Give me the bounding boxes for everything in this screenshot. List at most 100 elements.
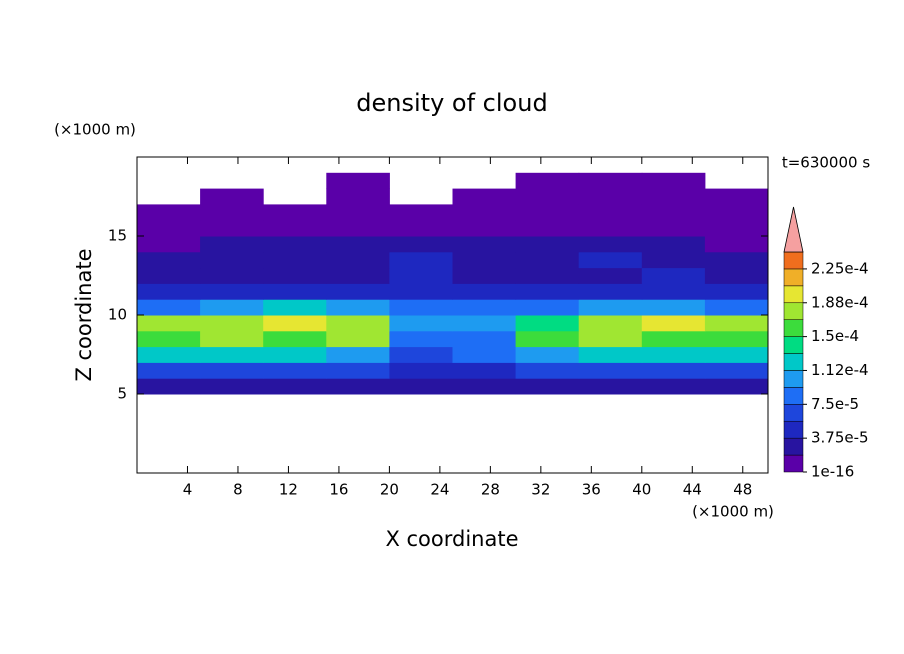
contour-cell: [326, 204, 390, 221]
x-tick-label: 44: [683, 481, 702, 499]
contour-cell: [704, 346, 769, 363]
contour-cell: [578, 362, 643, 379]
colorbar-box: [783, 454, 804, 473]
x-tick-label: 4: [183, 481, 193, 499]
x-tick-label: 20: [380, 481, 399, 499]
contour-cell: [452, 188, 517, 205]
contour-cell: [200, 220, 264, 237]
contour-cell: [515, 251, 580, 269]
colorbar-label: 1.12e-4: [811, 361, 869, 379]
contour-cell: [515, 362, 580, 379]
contour-cell: [137, 267, 201, 284]
contour-cell: [578, 267, 643, 284]
contour-cell: [263, 251, 327, 269]
contour-cell: [326, 283, 390, 300]
contour-cell: [641, 315, 706, 332]
y-axis-title: Z coordinate: [72, 248, 96, 381]
contour-field: [137, 172, 769, 395]
colorbar-extend: [783, 206, 804, 253]
colorbar-box: [783, 404, 804, 422]
y-tick-label: 5: [117, 385, 127, 403]
y-tick-label: 15: [108, 227, 127, 245]
contour-cell: [452, 236, 517, 253]
x-tick-label: 32: [531, 481, 550, 499]
contour-cell: [137, 236, 201, 253]
contour-cell: [704, 251, 769, 269]
contour-cell: [263, 378, 327, 395]
colorbar-label: 3.75e-5: [811, 429, 869, 447]
contour-cell: [137, 378, 201, 395]
contour-cell: [704, 315, 769, 332]
contour-cell: [452, 362, 517, 379]
contour-cell: [389, 220, 453, 237]
colorbar-label: 2.25e-4: [811, 259, 869, 277]
chart-title: density of cloud: [356, 89, 547, 117]
contour-cell: [263, 299, 327, 316]
contour-cell: [137, 283, 201, 300]
contour-cell: [200, 204, 264, 221]
contour-cell: [641, 204, 706, 221]
contour-cell: [326, 330, 390, 348]
colorbar-box: [783, 353, 804, 371]
contour-cell: [515, 299, 580, 316]
x-unit: (×1000 m): [692, 503, 774, 521]
contour-cell: [452, 299, 517, 316]
contour-cell: [326, 220, 390, 237]
contour-cell: [704, 378, 769, 395]
x-axis-title: X coordinate: [385, 527, 518, 551]
contour-cell: [326, 362, 390, 379]
contour-cell: [326, 267, 390, 284]
contour-cell: [452, 315, 517, 332]
contour-cell: [578, 188, 643, 205]
colorbar-box: [783, 336, 804, 354]
contour-cell: [452, 330, 517, 348]
contour-cell: [704, 204, 769, 221]
contour-cell: [452, 204, 517, 221]
contour-cell: [326, 172, 390, 190]
contour-cell: [389, 346, 453, 363]
contour-cell: [578, 236, 643, 253]
contour-cell: [200, 236, 264, 253]
x-tick-label: 12: [279, 481, 298, 499]
contour-cell: [200, 330, 264, 348]
contour-cell: [641, 172, 706, 190]
colorbar-box: [783, 420, 804, 439]
contour-cell: [704, 236, 769, 253]
contour-cell: [326, 299, 390, 316]
contour-cell: [263, 362, 327, 379]
contour-cell: [515, 315, 580, 332]
contour-cell: [452, 283, 517, 300]
contour-cell: [389, 315, 453, 332]
contour-cell: [137, 204, 201, 221]
contour-cell: [515, 204, 580, 221]
contour-cell: [263, 204, 327, 221]
annotation: t=630000 s: [782, 154, 870, 172]
contour-cell: [452, 378, 517, 395]
contour-cell: [137, 315, 201, 332]
contour-cell: [578, 220, 643, 237]
y-unit: (×1000 m): [54, 121, 136, 139]
contour-cell: [515, 378, 580, 395]
contour-cell: [263, 220, 327, 237]
contour-cell: [137, 251, 201, 269]
contour-cell: [200, 267, 264, 284]
contour-cell: [389, 362, 453, 379]
contour-cell: [641, 251, 706, 269]
colorbar-box: [783, 387, 804, 405]
contour-cell: [326, 315, 390, 332]
x-tick-label: 36: [582, 481, 601, 499]
contour-cell: [263, 236, 327, 253]
colorbar-box: [783, 319, 804, 337]
contour-cell: [578, 283, 643, 300]
contour-cell: [389, 283, 453, 300]
contour-cell: [452, 346, 517, 363]
contour-cell: [704, 362, 769, 379]
contour-cell: [389, 267, 453, 284]
contour-cell: [641, 188, 706, 205]
contour-cell: [263, 267, 327, 284]
contour-cell: [137, 362, 201, 379]
contour-cell: [263, 346, 327, 363]
colorbar-box: [783, 302, 804, 320]
contour-cell: [389, 330, 453, 348]
